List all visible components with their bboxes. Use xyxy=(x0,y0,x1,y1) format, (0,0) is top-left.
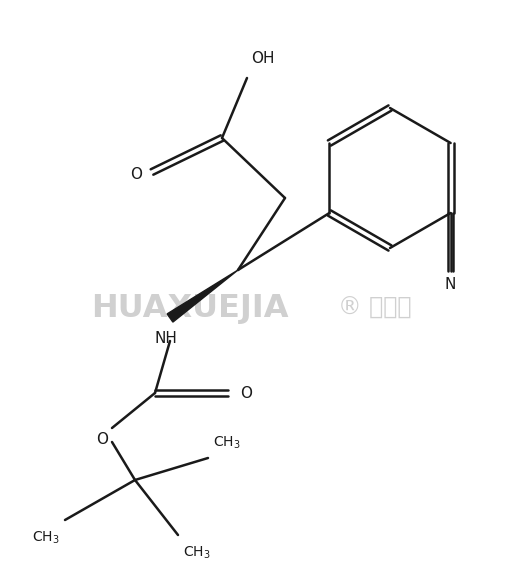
Text: HUAXUEJIA: HUAXUEJIA xyxy=(91,292,289,323)
Text: CH$_3$: CH$_3$ xyxy=(33,530,60,546)
Text: ® 化学加: ® 化学加 xyxy=(338,296,412,320)
Text: CH$_3$: CH$_3$ xyxy=(213,435,241,451)
Text: O: O xyxy=(130,166,142,182)
Text: OH: OH xyxy=(251,51,274,66)
Text: O: O xyxy=(96,432,108,447)
Polygon shape xyxy=(167,270,238,322)
Text: O: O xyxy=(240,386,252,400)
Text: N: N xyxy=(445,276,456,292)
Text: CH$_3$: CH$_3$ xyxy=(183,545,211,562)
Text: NH: NH xyxy=(154,331,177,346)
